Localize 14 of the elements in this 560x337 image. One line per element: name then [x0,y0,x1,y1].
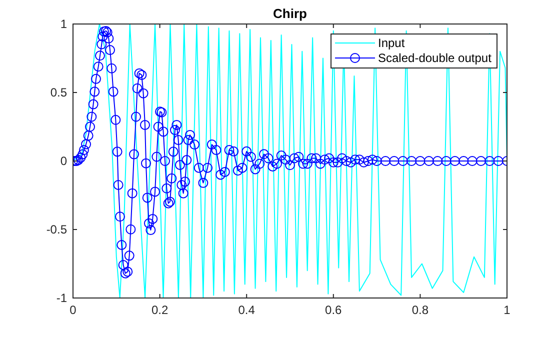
x-tick-label: 0.2 [151,303,168,317]
legend-label: Input [378,36,406,50]
y-tick-label: 0.5 [50,86,68,100]
x-tick-label: 0.4 [238,303,256,317]
x-tick-label: 0.6 [325,303,342,317]
x-tick-label: 0.8 [412,303,429,317]
legend-label: Scaled-double output [378,51,492,65]
y-tick-label: -0.5 [46,222,68,236]
x-tick-label: 0 [70,303,77,317]
y-tick-label: 0 [60,154,68,168]
y-tick-label: 1 [60,17,68,31]
x-tick-label: 1 [504,303,511,317]
chart-title: Chirp [273,6,308,21]
y-tick-label: -1 [56,291,68,305]
